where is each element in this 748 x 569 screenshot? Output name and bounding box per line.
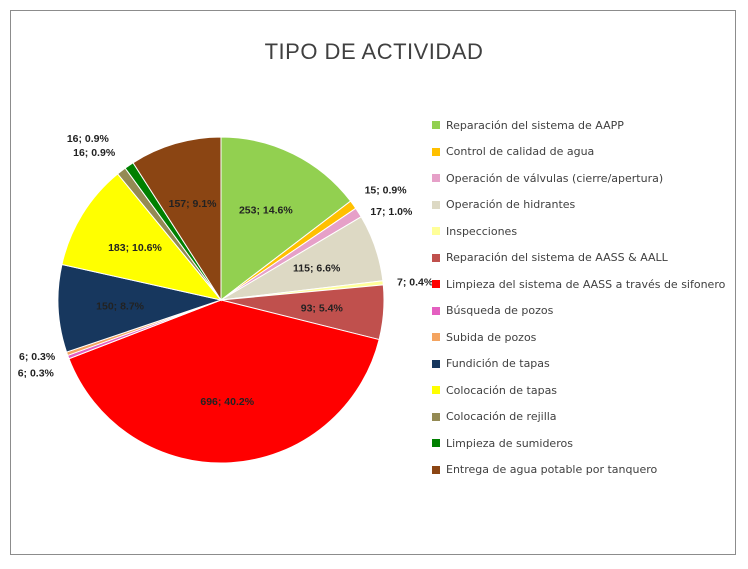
- data-label: 696; 40.2%: [200, 396, 254, 408]
- legend-item: Reparación del sistema de AAPP: [432, 112, 725, 139]
- data-label: 6; 0.3%: [18, 367, 55, 379]
- data-label: 7; 0.4%: [397, 276, 434, 288]
- legend-item: Operación de válvulas (cierre/apertura): [432, 165, 725, 192]
- legend-label: Subida de pozos: [446, 330, 537, 344]
- chart-legend: Reparación del sistema de AAPP Control de…: [432, 112, 725, 483]
- legend-swatch: [432, 147, 440, 156]
- legend-label: Reparación del sistema de AASS & AALL: [446, 251, 668, 265]
- legend-label: Colocación de tapas: [446, 383, 558, 397]
- data-label: 16; 0.9%: [67, 133, 110, 145]
- legend-label: Colocación de rejilla: [446, 410, 557, 424]
- legend-label: Reparación del sistema de AAPP: [446, 118, 624, 132]
- data-label: 183; 10.6%: [108, 242, 162, 254]
- legend-item: Limpieza de sumideros: [432, 430, 725, 457]
- legend-swatch: [432, 412, 440, 421]
- data-label: 17; 1.0%: [370, 206, 413, 218]
- legend-swatch: [432, 253, 440, 262]
- data-label: 93; 5.4%: [301, 303, 344, 315]
- legend-label: Control de calidad de agua: [446, 145, 595, 159]
- pie-slice: [220, 136, 352, 302]
- data-label: 6; 0.3%: [19, 351, 56, 363]
- legend-label: Inspecciones: [446, 224, 518, 238]
- legend-label: Operación de válvulas (cierre/apertura): [446, 171, 664, 185]
- data-label: 157; 9.1%: [169, 198, 218, 210]
- legend-swatch: [432, 200, 440, 209]
- legend-item: Búsqueda de pozos: [432, 298, 725, 325]
- legend-swatch: [432, 465, 440, 474]
- legend-swatch: [432, 280, 440, 289]
- legend-swatch: [432, 439, 440, 448]
- legend-swatch: [432, 174, 440, 183]
- pie-slice: [57, 263, 223, 353]
- legend-item: Colocación de rejilla: [432, 404, 725, 431]
- legend-swatch: [432, 359, 440, 368]
- legend-item: Colocación de tapas: [432, 377, 725, 404]
- data-label: 253; 14.6%: [239, 204, 293, 216]
- legend-label: Operación de hidrantes: [446, 198, 576, 212]
- legend-swatch: [432, 386, 440, 395]
- chart-title: TIPO DE ACTIVIDAD: [264, 39, 484, 64]
- legend-swatch: [432, 333, 440, 342]
- legend-label: Limpieza de sumideros: [446, 436, 573, 450]
- legend-label: Entrega de agua potable por tanquero: [446, 463, 658, 477]
- legend-item: Limpieza del sistema de AASS a través de…: [432, 271, 725, 298]
- legend-label: Búsqueda de pozos: [446, 304, 554, 318]
- data-label: 15; 0.9%: [365, 184, 408, 196]
- data-label: 16; 0.9%: [73, 147, 116, 159]
- data-label: 150; 8.7%: [96, 300, 145, 312]
- legend-item: Control de calidad de agua: [432, 139, 725, 166]
- legend-swatch: [432, 306, 440, 315]
- legend-item: Entrega de agua potable por tanquero: [432, 457, 725, 484]
- legend-item: Subida de pozos: [432, 324, 725, 351]
- legend-item: Fundición de tapas: [432, 351, 725, 378]
- legend-swatch: [432, 227, 440, 236]
- legend-label: Limpieza del sistema de AASS a través de…: [446, 277, 726, 291]
- pie-slice: [132, 136, 222, 302]
- legend-swatch: [432, 121, 440, 130]
- legend-item: Reparación del sistema de AASS & AALL: [432, 245, 725, 272]
- pie-slice: [61, 173, 223, 301]
- pie-slice: [68, 299, 380, 464]
- legend-item: Inspecciones: [432, 218, 725, 245]
- legend-item: Operación de hidrantes: [432, 192, 725, 219]
- legend-label: Fundición de tapas: [446, 357, 550, 371]
- data-label: 115; 6.6%: [293, 263, 341, 275]
